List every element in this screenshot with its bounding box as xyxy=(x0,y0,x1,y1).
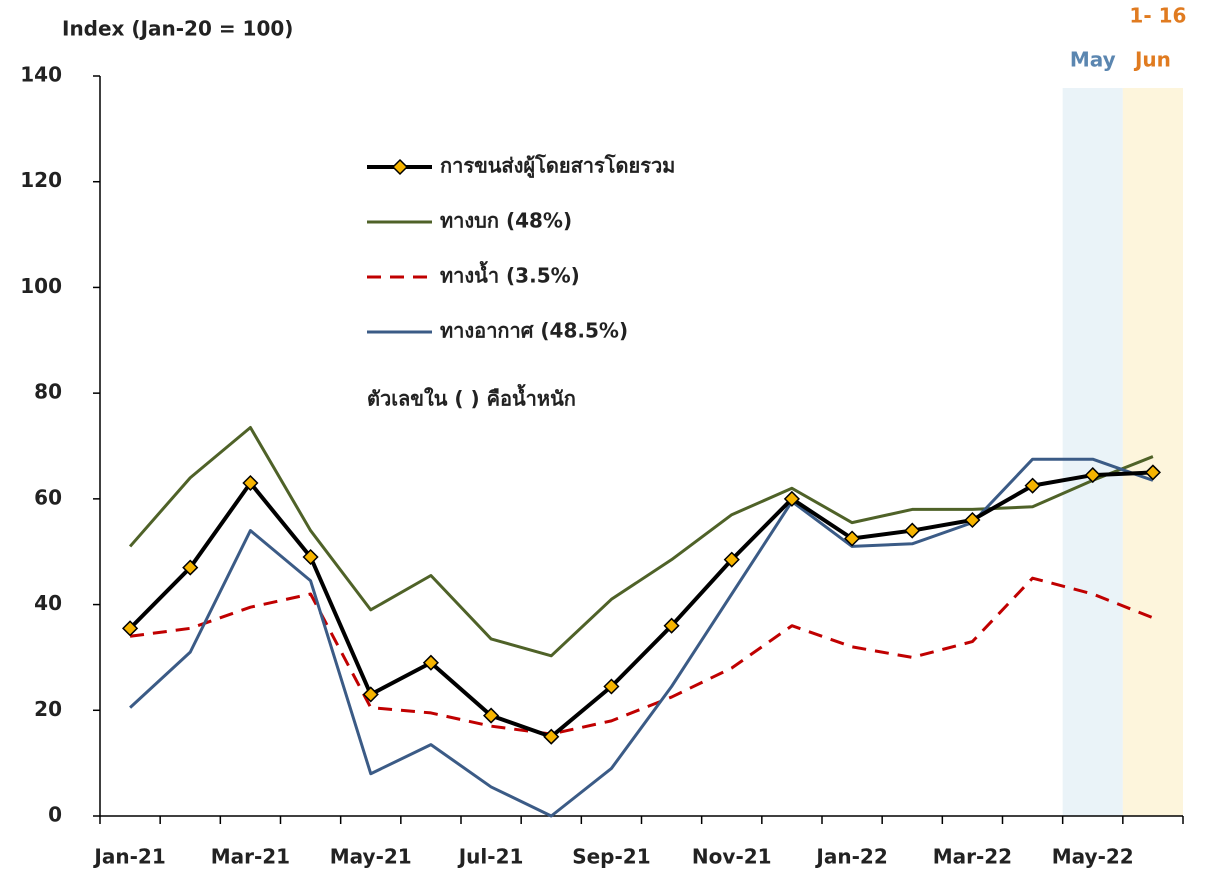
y-tick-label: 140 xyxy=(20,63,62,87)
series-marker xyxy=(543,728,560,745)
series-marker xyxy=(663,617,680,634)
series-marker xyxy=(1144,464,1161,481)
legend-label: ทางอากาศ (48.5%) xyxy=(440,319,628,343)
highlight-label: May xyxy=(1070,48,1116,72)
series-line xyxy=(128,426,1154,658)
y-tick-label: 80 xyxy=(34,380,62,404)
x-tick-label: May-21 xyxy=(330,845,412,869)
series-marker xyxy=(362,686,379,703)
series-marker xyxy=(122,620,139,637)
highlight-band xyxy=(1062,88,1123,816)
x-tick-label: Sep-21 xyxy=(572,845,650,869)
x-tick-label: Nov-21 xyxy=(692,845,772,869)
series-marker xyxy=(1024,477,1041,494)
legend-note: ตัวเลขใน ( ) คือน้ำหนัก xyxy=(367,384,576,411)
series-marker xyxy=(242,474,259,492)
legend-marker xyxy=(391,158,409,176)
series-marker xyxy=(844,530,861,547)
series-marker xyxy=(964,511,981,529)
highlight-label: Jun xyxy=(1133,48,1171,72)
legend-label: การขนส่งผู้โดยสารโดยรวม xyxy=(440,154,675,180)
series-marker xyxy=(603,678,620,695)
series-marker xyxy=(483,707,500,724)
series-marker xyxy=(904,522,921,539)
x-tick-label: Jan-22 xyxy=(814,845,887,869)
series-marker xyxy=(422,654,439,671)
series-marker xyxy=(723,551,740,568)
legend-label: ทางบก (48%) xyxy=(440,209,572,233)
series-marker xyxy=(1084,467,1101,484)
series-marker xyxy=(783,490,800,507)
x-tick-label: Mar-22 xyxy=(933,845,1012,869)
x-tick-label: Jan-21 xyxy=(92,845,165,869)
highlight-note: 1- 16 xyxy=(1129,4,1186,28)
y-tick-label: 100 xyxy=(20,274,62,298)
y-tick-label: 20 xyxy=(34,697,62,721)
x-tick-label: Mar-21 xyxy=(211,845,290,869)
y-tick-label: 40 xyxy=(34,591,62,615)
x-tick-label: Jul-21 xyxy=(457,845,524,869)
series-line xyxy=(129,457,1154,818)
series-line xyxy=(128,470,1154,739)
x-tick-label: May-22 xyxy=(1052,845,1134,869)
y-axis-label: Index (Jan-20 = 100) xyxy=(62,17,293,41)
y-tick-label: 60 xyxy=(34,485,62,509)
legend-label: ทางน้ำ (3.5%) xyxy=(440,261,580,288)
highlight-band xyxy=(1122,88,1183,816)
y-tick-label: 0 xyxy=(48,803,62,827)
series-marker xyxy=(182,559,199,576)
y-tick-label: 120 xyxy=(20,168,62,192)
series-marker xyxy=(302,548,319,566)
